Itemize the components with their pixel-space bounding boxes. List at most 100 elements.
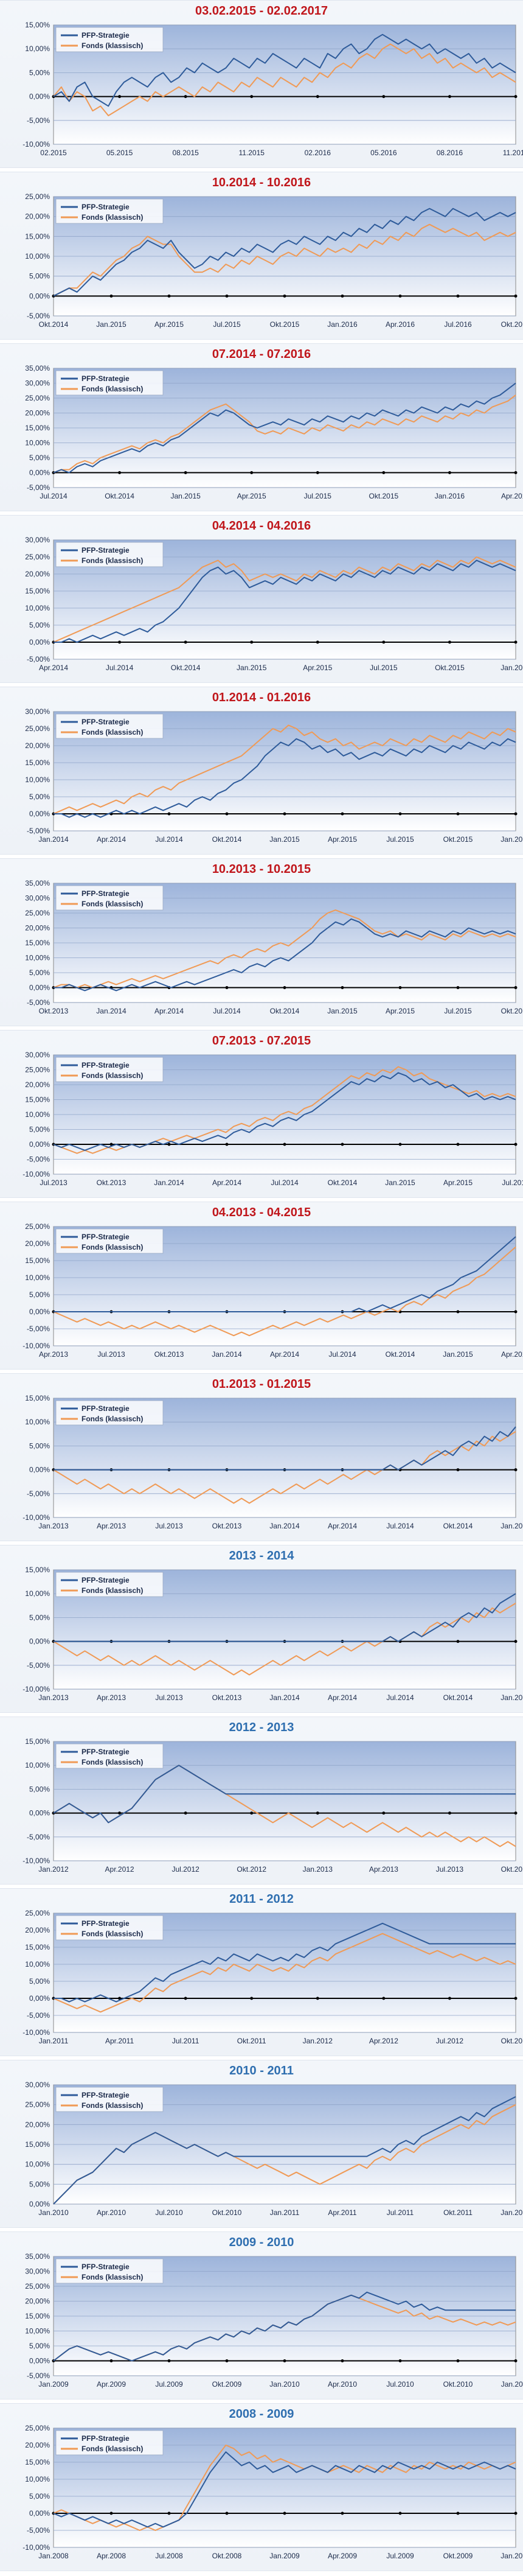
x-tick-label: Okt.2013	[501, 1865, 523, 1874]
legend-label: Fonds (klassisch)	[81, 213, 143, 222]
legend-label: Fonds (klassisch)	[81, 1243, 143, 1251]
x-tick-marker	[341, 812, 344, 816]
x-tick-label: Jan.2016	[435, 492, 465, 500]
x-tick-marker	[225, 2511, 229, 2515]
y-tick-label: -5,00%	[27, 998, 50, 1007]
x-tick-marker	[341, 986, 344, 989]
chart-svg: 15,00%10,00%5,00%0,00%-5,00%-10,00%Jan.2…	[23, 1737, 523, 1874]
series-line-fonds-klassisch	[53, 1246, 516, 1337]
y-tick-label: 35,00%	[25, 2252, 50, 2261]
x-tick-label: 08.2015	[172, 149, 199, 157]
x-tick-marker	[109, 1143, 113, 1146]
x-tick-label: Okt.2015	[501, 1007, 523, 1015]
y-tick-label: -10,00%	[23, 1170, 50, 1178]
y-tick-label: 20,00%	[25, 409, 50, 418]
legend-label: PFP-Strategie	[81, 718, 130, 726]
legend-label: PFP-Strategie	[81, 1061, 130, 1069]
y-tick-label: -5,00%	[27, 1833, 50, 1841]
x-tick-marker	[456, 2511, 460, 2515]
legend-box	[55, 1057, 164, 1082]
legend-box	[55, 27, 164, 52]
x-tick-label: Jul.2014	[271, 1178, 299, 1187]
x-tick-label: Okt.2014	[270, 1007, 300, 1015]
x-tick-marker	[456, 986, 460, 989]
y-tick-label: 35,00%	[25, 364, 50, 373]
x-tick-label: Apr.2014	[212, 1178, 241, 1187]
x-tick-label: Jan.2013	[38, 1522, 69, 1530]
x-tick-label: Okt.2014	[212, 835, 242, 844]
y-tick-label: 20,00%	[25, 2441, 50, 2449]
x-tick-label: Jan.2015	[96, 320, 126, 329]
x-tick-marker	[514, 1640, 518, 1643]
y-tick-label: 35,00%	[25, 879, 50, 887]
y-tick-label: 10,00%	[25, 252, 50, 261]
x-tick-label: Jan.2012	[303, 2037, 333, 2045]
chart-title: 2013 - 2014	[229, 1549, 294, 1563]
legend-label: Fonds (klassisch)	[81, 556, 143, 565]
x-tick-label: Jan.2015	[170, 492, 201, 500]
x-tick-label: Apr.2015	[443, 1178, 473, 1187]
y-tick-label: 0,00%	[29, 93, 50, 101]
y-tick-label: 20,00%	[25, 924, 50, 933]
x-tick-label: Apr.2011	[328, 2208, 356, 2217]
x-tick-label: Apr.2014	[39, 663, 68, 672]
y-tick-label: 10,00%	[25, 1273, 50, 1282]
chart-svg: 25,00% 20,00% 15,00% 10,00% 5,00% 0,00% -5,00%…	[23, 1222, 523, 1359]
x-tick-label: Apr.2009	[97, 2380, 126, 2389]
y-tick-label: -5,00%	[27, 1325, 50, 1333]
series-line-fonds-klassisch	[53, 909, 516, 989]
legend-box	[55, 1400, 164, 1426]
y-tick-label: 0,00%	[29, 638, 50, 646]
legend-box	[55, 1915, 164, 1941]
x-tick-marker	[382, 95, 386, 99]
x-tick-marker	[448, 1811, 451, 1815]
series-line-fonds-klassisch	[53, 724, 516, 814]
x-tick-marker	[184, 1811, 187, 1815]
x-tick-label: 11.2015	[238, 149, 265, 157]
x-tick-marker	[398, 294, 402, 298]
x-tick-label: Jul.2015	[502, 1178, 523, 1187]
x-tick-label: Okt.2014	[171, 663, 201, 672]
legend-label: Fonds (klassisch)	[81, 385, 143, 393]
x-tick-marker	[382, 471, 386, 474]
x-tick-label: Jul.2015	[386, 835, 414, 844]
series-line-pfp-strategie	[53, 2096, 516, 2205]
x-tick-marker	[398, 986, 402, 989]
x-tick-label: Jan.2015	[385, 1178, 415, 1187]
y-tick-label: 15,00%	[25, 1566, 50, 1574]
y-tick-label: -5,00%	[27, 312, 50, 320]
series-line-pfp-strategie	[54, 559, 516, 643]
series-line-fonds-klassisch	[53, 556, 516, 643]
y-tick-label: 30,00%	[25, 379, 50, 388]
x-tick-marker	[118, 1811, 122, 1815]
y-tick-label: 5,00%	[29, 621, 50, 629]
x-tick-marker	[250, 640, 254, 644]
x-tick-marker	[398, 812, 402, 816]
x-tick-label: Jul.2014	[155, 835, 183, 844]
y-tick-label: 0,00%	[29, 469, 50, 477]
chart-panel: 03.02.2015 - 02.02.2017 15,00% 10,00% 5,00%…	[0, 0, 523, 168]
y-tick-label: 0,00%	[29, 1466, 50, 1474]
x-tick-label: Jan.2014	[269, 1693, 300, 1702]
legend-label: Fonds (klassisch)	[81, 1930, 143, 1938]
x-tick-marker	[118, 95, 122, 99]
x-tick-label: Apr.2008	[97, 2552, 126, 2560]
y-tick-label: 15,00%	[25, 232, 50, 240]
x-tick-label: Okt.2014	[39, 320, 69, 329]
y-tick-label: 0,00%	[29, 292, 50, 300]
legend-label: PFP-Strategie	[81, 1748, 130, 1756]
y-tick-label: 5,00%	[29, 1441, 50, 1450]
x-tick-label: Okt.2014	[443, 1693, 473, 1702]
x-tick-label: Okt.2015	[369, 492, 399, 500]
chart-panel: 2010 - 2011 30,00% 25,00% 20,00% 15,00% 10,00…	[0, 2060, 523, 2228]
y-tick-label: 5,00%	[29, 1977, 50, 1986]
y-tick-label: 10,00%	[25, 2327, 50, 2336]
chart-title: 10.2014 - 10.2016	[212, 176, 311, 189]
legend-label: Fonds (klassisch)	[81, 2101, 143, 2110]
x-tick-label: Jul.2009	[155, 2380, 183, 2389]
x-tick-label: Jan.2009	[38, 2380, 69, 2389]
x-tick-label: Apr.2011	[105, 2037, 134, 2045]
chart-title: 2012 - 2013	[229, 1721, 294, 1734]
x-tick-marker	[316, 471, 319, 474]
chart-title: 2008 - 2009	[229, 2407, 294, 2421]
